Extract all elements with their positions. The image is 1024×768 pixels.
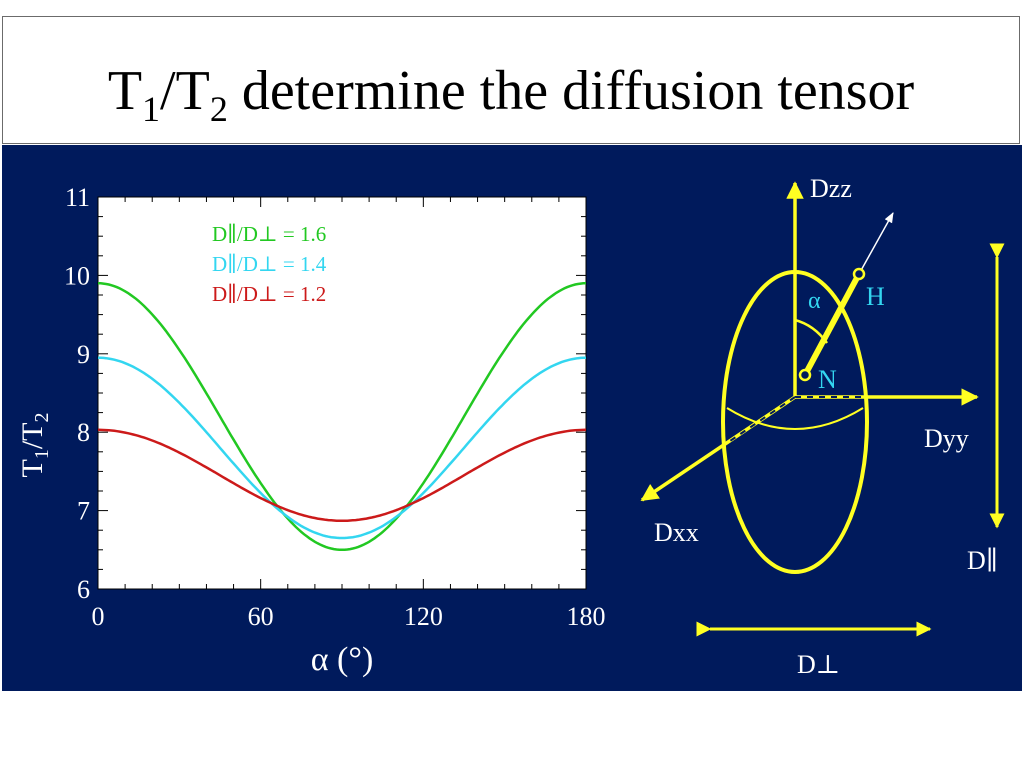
tick-labels: 0 60 120 180 6 7 8 9 10 11 <box>64 183 606 631</box>
title-t1: T <box>107 60 143 122</box>
legend-entry: D∥/D⊥ = 1.6 <box>212 222 326 246</box>
svg-text:T1/T2: T1/T2 <box>16 413 53 478</box>
series-line <box>97 428 587 523</box>
nh-vector <box>858 212 894 275</box>
y-tick-label: 9 <box>77 340 90 369</box>
y-tick-label: 6 <box>77 575 90 604</box>
series-lines <box>97 281 587 552</box>
legend: D∥/D⊥ = 1.6 D∥/D⊥ = 1.4 D∥/D⊥ = 1.2 <box>212 222 327 306</box>
y-label-slash: /T <box>16 423 49 450</box>
title-slash: /T <box>160 60 210 122</box>
panel-svg: D∥/D⊥ = 1.6D∥/D⊥ = 1.4D∥/D⊥ = 1.2 0 60 120… <box>2 145 1022 691</box>
alpha-label: α <box>808 288 821 314</box>
x-tick-label: 180 <box>567 602 606 631</box>
title-sub2: 2 <box>209 89 228 129</box>
legend-entry: D∥/D⊥ = 1.4 <box>212 252 327 276</box>
x-axis-label: α (°) <box>311 641 374 678</box>
tensor-diagram: Dzz Dyy Dxx α H N D∥ D⊥ <box>640 174 1005 679</box>
y-tick-label: 8 <box>77 418 90 447</box>
y-tick-label: 7 <box>77 497 90 526</box>
y-label-t: T <box>16 459 49 477</box>
plot-area <box>97 196 587 590</box>
n-atom <box>798 368 812 382</box>
dperp-label: D⊥ <box>797 650 840 679</box>
x-tick-label: 120 <box>404 602 443 631</box>
title-rest: determine the diffusion tensor <box>227 60 915 122</box>
n-label: N <box>818 365 837 394</box>
x-tick-label: 0 <box>92 602 105 631</box>
title-sub1: 1 <box>142 89 161 129</box>
x-tick-label: 60 <box>248 602 274 631</box>
axis-ticks <box>97 196 587 590</box>
h-atom <box>852 267 866 281</box>
dxx-axis <box>640 395 796 502</box>
ellipsoid-equator <box>726 407 864 430</box>
series-line <box>97 281 587 552</box>
content-panel: D∥/D⊥ = 1.6 D∥/D⊥ = 1.4 D∥/D⊥ = 1.2 0 60 120… <box>2 145 1022 691</box>
slide-title: T1/T2 determine the diffusion tensor <box>3 60 1019 127</box>
h-label: H <box>866 282 885 311</box>
dxx-label: Dxx <box>654 518 699 547</box>
series-line <box>97 356 587 540</box>
dyy-label: Dyy <box>924 424 969 453</box>
y-label-sub1: 1 <box>31 449 53 459</box>
dzz-label: Dzz <box>810 174 852 203</box>
y-axis-label: T1/T2 <box>16 413 53 478</box>
dxx-axis-inside <box>729 396 796 442</box>
y-label-sub2: 2 <box>31 413 53 423</box>
legend-entry: D∥/D⊥ = 1.2 <box>212 282 326 306</box>
title-box: T1/T2 determine the diffusion tensor <box>2 16 1020 144</box>
y-tick-label: 10 <box>64 261 90 290</box>
y-tick-label: 11 <box>65 183 90 212</box>
dpar-label: D∥ <box>967 546 998 575</box>
nh-bond <box>802 272 862 377</box>
